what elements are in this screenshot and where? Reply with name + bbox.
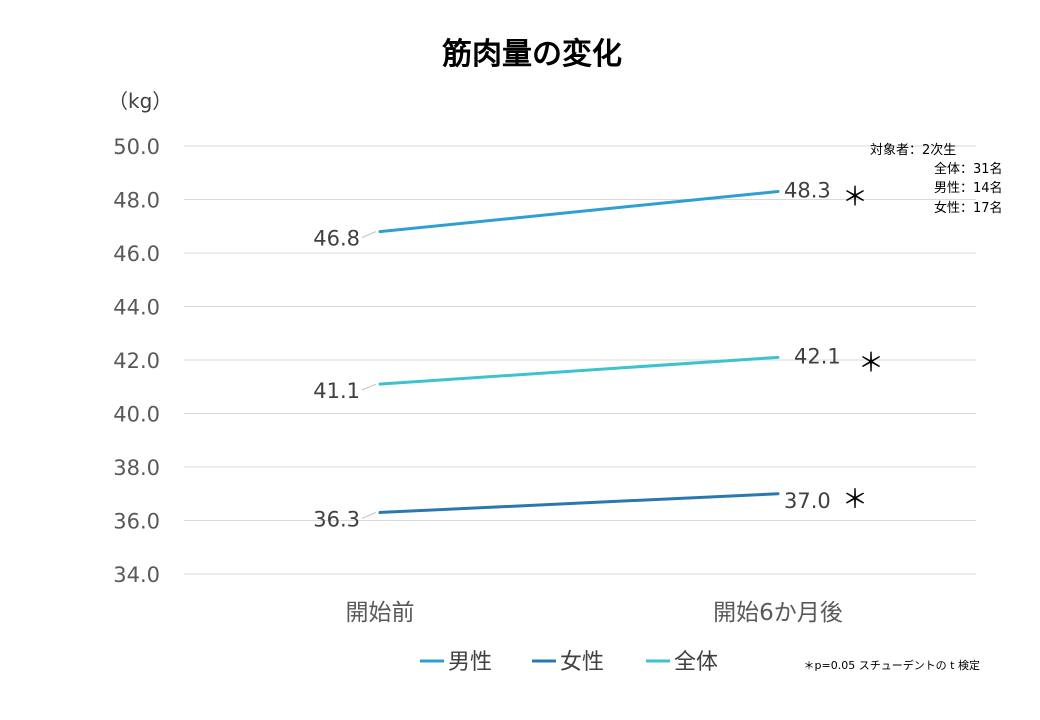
- legend-label: 男性: [448, 650, 492, 675]
- gridlines: [184, 145, 976, 575]
- y-tick-label: 48.0: [113, 189, 160, 213]
- y-axis-ticks: 34.0 36.0 38.0 40.0 42.0 44.0 46.0 48.0 50.0: [113, 135, 160, 587]
- y-tick-label: 36.0: [113, 510, 160, 534]
- data-label-start: 36.3: [313, 507, 360, 531]
- legend-label: 全体: [674, 650, 718, 675]
- y-tick-label: 46.0: [113, 242, 160, 266]
- note-line: 男性：14名: [934, 180, 1003, 196]
- significance-marker: ＊: [842, 485, 868, 515]
- leader-line: [361, 512, 377, 519]
- data-label-start: 41.1: [313, 379, 360, 403]
- y-tick-label: 34.0: [113, 563, 160, 587]
- y-tick-label: 50.0: [113, 135, 160, 159]
- significance-marker: ＊: [858, 348, 884, 378]
- note-line: 対象者：2次生: [870, 142, 956, 158]
- data-label-end: 48.3: [784, 178, 831, 202]
- subject-note: 対象者：2次生 全体：31名 男性：14名 女性：17名: [870, 142, 1003, 216]
- note-line: 女性：17名: [934, 200, 1003, 216]
- data-labels: 46.8 48.3 ＊ 36.3 37.0 ＊ 41.1 42.1 ＊: [313, 178, 884, 531]
- significance-marker: ＊: [842, 182, 868, 212]
- series-lines: [378, 189, 780, 514]
- data-label-end: 37.0: [784, 489, 831, 513]
- footnote: ＊p=0.05 スチューデントの t 検定: [804, 658, 981, 672]
- data-label-end: 42.1: [794, 344, 841, 368]
- y-tick-label: 42.0: [113, 349, 160, 373]
- series-line-1: [378, 189, 780, 234]
- legend-label: 女性: [560, 650, 604, 675]
- y-tick-label: 38.0: [113, 456, 160, 480]
- legend: 男性 女性 全体: [420, 650, 718, 675]
- y-axis-unit: （kg）: [108, 89, 172, 113]
- x-axis-ticks: 開始前 開始6か月後: [346, 600, 843, 626]
- note-line: 全体：31名: [934, 161, 1003, 177]
- chart-title: 筋肉量の変化: [442, 37, 622, 72]
- leader-line: [361, 383, 377, 391]
- y-tick-label: 44.0: [113, 296, 160, 320]
- series-line-2: [378, 492, 780, 514]
- x-tick-label: 開始6か月後: [713, 600, 843, 626]
- series-line-3: [378, 355, 780, 386]
- y-tick-label: 40.0: [113, 403, 160, 427]
- x-tick-label: 開始前: [346, 600, 415, 626]
- data-label-start: 46.8: [313, 227, 360, 251]
- leader-line: [361, 231, 377, 239]
